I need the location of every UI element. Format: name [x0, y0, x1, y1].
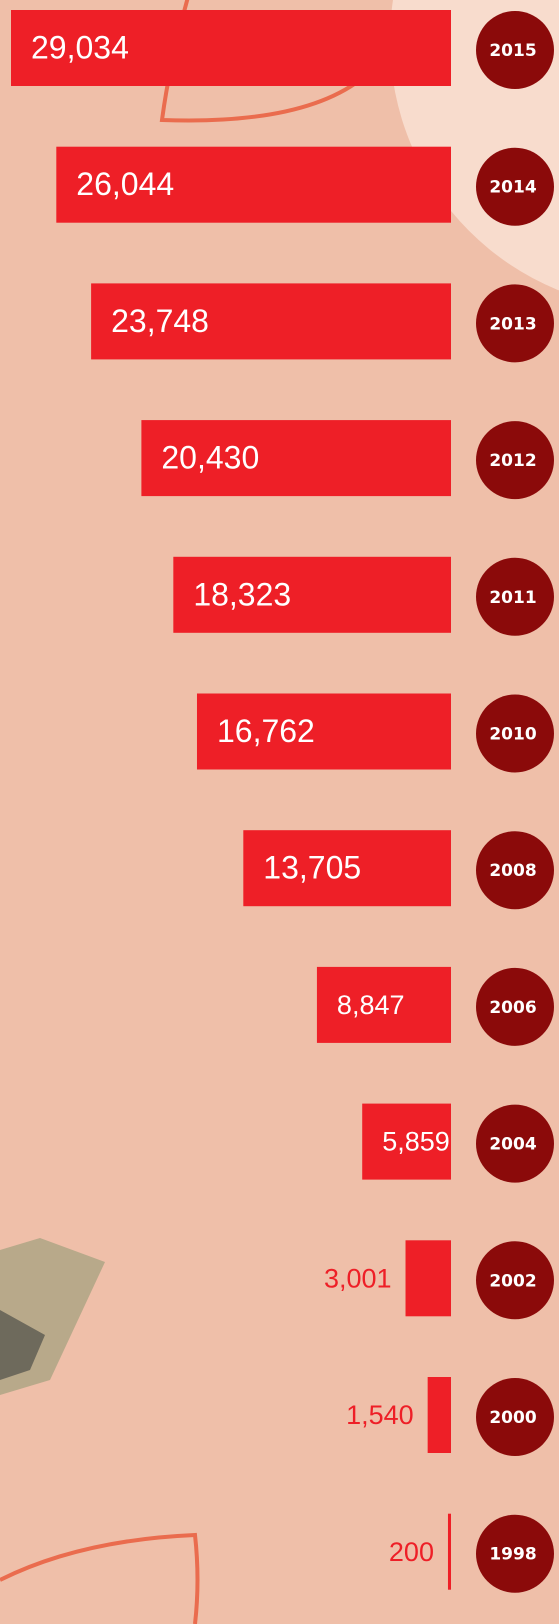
decor-arc: [0, 1532, 200, 1624]
year-badge: [476, 1104, 554, 1183]
value-label: 23,748: [111, 303, 209, 339]
value-label: 3,001: [324, 1263, 392, 1293]
category-label: 2006: [489, 998, 536, 1018]
year-badge: [476, 1241, 554, 1320]
year-badge: [476, 694, 554, 773]
category-label: 1998: [489, 1545, 536, 1565]
category-label: 2002: [489, 1271, 536, 1291]
year-badge: [476, 967, 554, 1046]
category-label: 2014: [489, 178, 536, 198]
year-badge: [476, 1514, 554, 1593]
photo-detail: [0, 1310, 45, 1380]
value-label: 18,323: [193, 576, 291, 612]
year-badge: [476, 557, 554, 636]
category-label: 2015: [489, 41, 536, 61]
category-label: 2008: [489, 861, 536, 881]
year-badge: [476, 147, 554, 226]
bar: [91, 283, 452, 360]
bar: [141, 420, 452, 497]
bar: [405, 1240, 451, 1317]
value-label: 200: [389, 1537, 434, 1567]
category-label: 2011: [489, 588, 536, 608]
category-label: 2000: [489, 1408, 536, 1428]
value-label: 8,847: [337, 990, 405, 1020]
category-label: 2004: [489, 1135, 536, 1155]
value-label: 1,540: [346, 1400, 414, 1430]
bar: [362, 1103, 451, 1180]
value-label: 5,859: [382, 1127, 450, 1157]
bar: [316, 966, 451, 1043]
category-label: 2013: [489, 314, 536, 334]
value-label: 29,034: [31, 29, 129, 65]
year-badge: [476, 284, 554, 363]
bar: [447, 1513, 451, 1590]
category-label: 2010: [489, 725, 536, 745]
year-badge: [476, 11, 554, 89]
bar: [11, 10, 451, 86]
year-badge: [476, 421, 554, 500]
bar: [243, 830, 451, 907]
value-label: 16,762: [217, 713, 315, 749]
year-badge: [476, 1378, 554, 1456]
value-label: 13,705: [263, 850, 361, 886]
year-badge: [476, 831, 554, 910]
value-label: 20,430: [161, 440, 259, 476]
bar: [196, 693, 451, 770]
bar: [427, 1377, 451, 1453]
value-label: 26,044: [76, 166, 174, 202]
category-label: 2012: [489, 451, 536, 471]
bar: [56, 146, 452, 223]
bar: [173, 556, 451, 633]
